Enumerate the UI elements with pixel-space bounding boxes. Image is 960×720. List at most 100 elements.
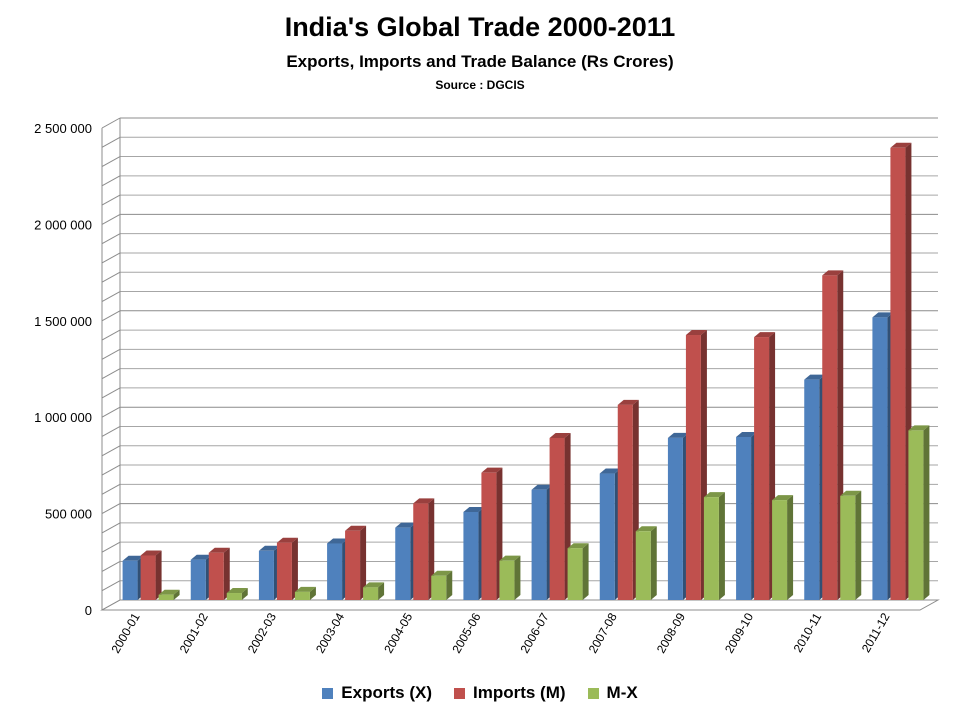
bar-side bbox=[787, 495, 794, 600]
gridline-diagonal bbox=[101, 310, 121, 322]
bar-top bbox=[872, 312, 894, 318]
bar-top bbox=[754, 332, 776, 338]
chart-title: India's Global Trade 2000-2011 bbox=[284, 12, 676, 42]
y-tick-label: 2 500 000 bbox=[34, 121, 92, 136]
bar-top bbox=[226, 588, 248, 594]
gridline-diagonal bbox=[101, 406, 121, 418]
bar bbox=[208, 547, 230, 600]
gridline-diagonal bbox=[101, 252, 121, 264]
gridline-diagonal bbox=[101, 561, 121, 572]
bar-top bbox=[208, 547, 230, 553]
bar bbox=[599, 468, 621, 600]
bar bbox=[772, 495, 794, 600]
x-tick-label: 2001-02 bbox=[177, 610, 211, 655]
bar bbox=[890, 142, 912, 600]
bar-top bbox=[890, 142, 912, 148]
bar bbox=[158, 589, 180, 600]
legend: Exports (X) Imports (M) M-X bbox=[0, 683, 960, 703]
bar-side bbox=[291, 537, 298, 600]
bar-top bbox=[431, 570, 453, 576]
bar-side bbox=[360, 525, 367, 600]
legend-label-mx: M-X bbox=[606, 683, 638, 702]
gridline-diagonal bbox=[101, 156, 121, 167]
x-tick-label: 2003-04 bbox=[313, 610, 347, 655]
bar-top bbox=[617, 399, 639, 405]
x-axis-ticks: 2000-01 2001-02 2002-03 2003-04 2004-05 2005-… bbox=[109, 610, 893, 655]
legend-label-imports: Imports (M) bbox=[472, 683, 566, 702]
bar-side bbox=[378, 582, 385, 600]
bar-front bbox=[190, 559, 206, 600]
gridline-diagonal bbox=[101, 368, 121, 380]
bar-front bbox=[667, 437, 683, 600]
bar bbox=[481, 467, 503, 600]
bar-front bbox=[872, 317, 888, 600]
bar-front bbox=[363, 587, 379, 600]
bar-top bbox=[463, 507, 485, 513]
y-axis-ticks: 0 500 000 1 000 000 1 500 000 2 000 000 2 500… bbox=[34, 121, 92, 618]
bar-top bbox=[567, 543, 589, 549]
bar-front bbox=[617, 404, 633, 600]
bar-front bbox=[499, 560, 515, 600]
bar-top bbox=[908, 425, 930, 431]
bar-side bbox=[309, 586, 316, 600]
bar-front bbox=[567, 548, 583, 600]
bar bbox=[549, 432, 571, 600]
bar-front bbox=[276, 542, 292, 600]
bar bbox=[685, 330, 707, 600]
bar-side bbox=[446, 570, 453, 600]
gridline-diagonal bbox=[101, 445, 121, 457]
gridline-diagonal bbox=[101, 291, 121, 302]
gridline-diagonal bbox=[101, 464, 121, 476]
bar-front bbox=[703, 497, 719, 600]
bar bbox=[840, 490, 862, 600]
bar-side bbox=[718, 492, 725, 600]
bar-top bbox=[481, 467, 503, 473]
bar-front bbox=[294, 591, 310, 600]
bar bbox=[499, 555, 521, 600]
bar bbox=[804, 374, 826, 600]
legend-item-imports: Imports (M) bbox=[453, 683, 566, 703]
bar-side bbox=[223, 547, 230, 600]
gridline-diagonal bbox=[101, 580, 121, 592]
bar-front bbox=[395, 527, 411, 600]
bar-top bbox=[804, 374, 826, 380]
gridline-diagonal bbox=[101, 426, 121, 437]
bar bbox=[140, 550, 162, 600]
bar bbox=[463, 507, 485, 600]
bar-front bbox=[804, 379, 820, 600]
bar bbox=[395, 522, 417, 600]
bar-side bbox=[650, 526, 657, 600]
x-tick-label: 2010-11 bbox=[791, 610, 825, 655]
bar-top bbox=[190, 554, 212, 560]
bar-front bbox=[413, 503, 429, 600]
bar bbox=[122, 555, 144, 600]
bar-front bbox=[754, 337, 770, 600]
bar-top bbox=[122, 555, 144, 561]
bar-side bbox=[241, 588, 248, 600]
chart-subtitle: Exports, Imports and Trade Balance (Rs C… bbox=[286, 52, 674, 71]
bar bbox=[226, 588, 248, 600]
x-tick-label: 2007-08 bbox=[586, 610, 620, 655]
legend-label-exports: Exports (X) bbox=[341, 683, 432, 702]
bar-top bbox=[772, 495, 794, 501]
bar-side bbox=[582, 543, 589, 600]
bar-top bbox=[703, 492, 725, 498]
bar-front bbox=[736, 436, 752, 600]
bar-top bbox=[599, 468, 621, 474]
y-tick-label: 500 000 bbox=[45, 507, 92, 522]
bar-top bbox=[667, 432, 689, 438]
bar bbox=[363, 582, 385, 600]
bar-front bbox=[908, 430, 924, 600]
bar bbox=[190, 554, 212, 600]
x-tick-label: 2008-09 bbox=[654, 610, 688, 655]
bar bbox=[531, 484, 553, 600]
bar-side bbox=[855, 490, 862, 600]
gridline-diagonal bbox=[101, 387, 121, 399]
bar-top bbox=[276, 537, 298, 543]
bar-top bbox=[413, 498, 435, 504]
bar-front bbox=[890, 147, 906, 600]
bar-top bbox=[736, 431, 758, 437]
bar-top bbox=[635, 526, 657, 532]
bar-top bbox=[363, 582, 385, 588]
